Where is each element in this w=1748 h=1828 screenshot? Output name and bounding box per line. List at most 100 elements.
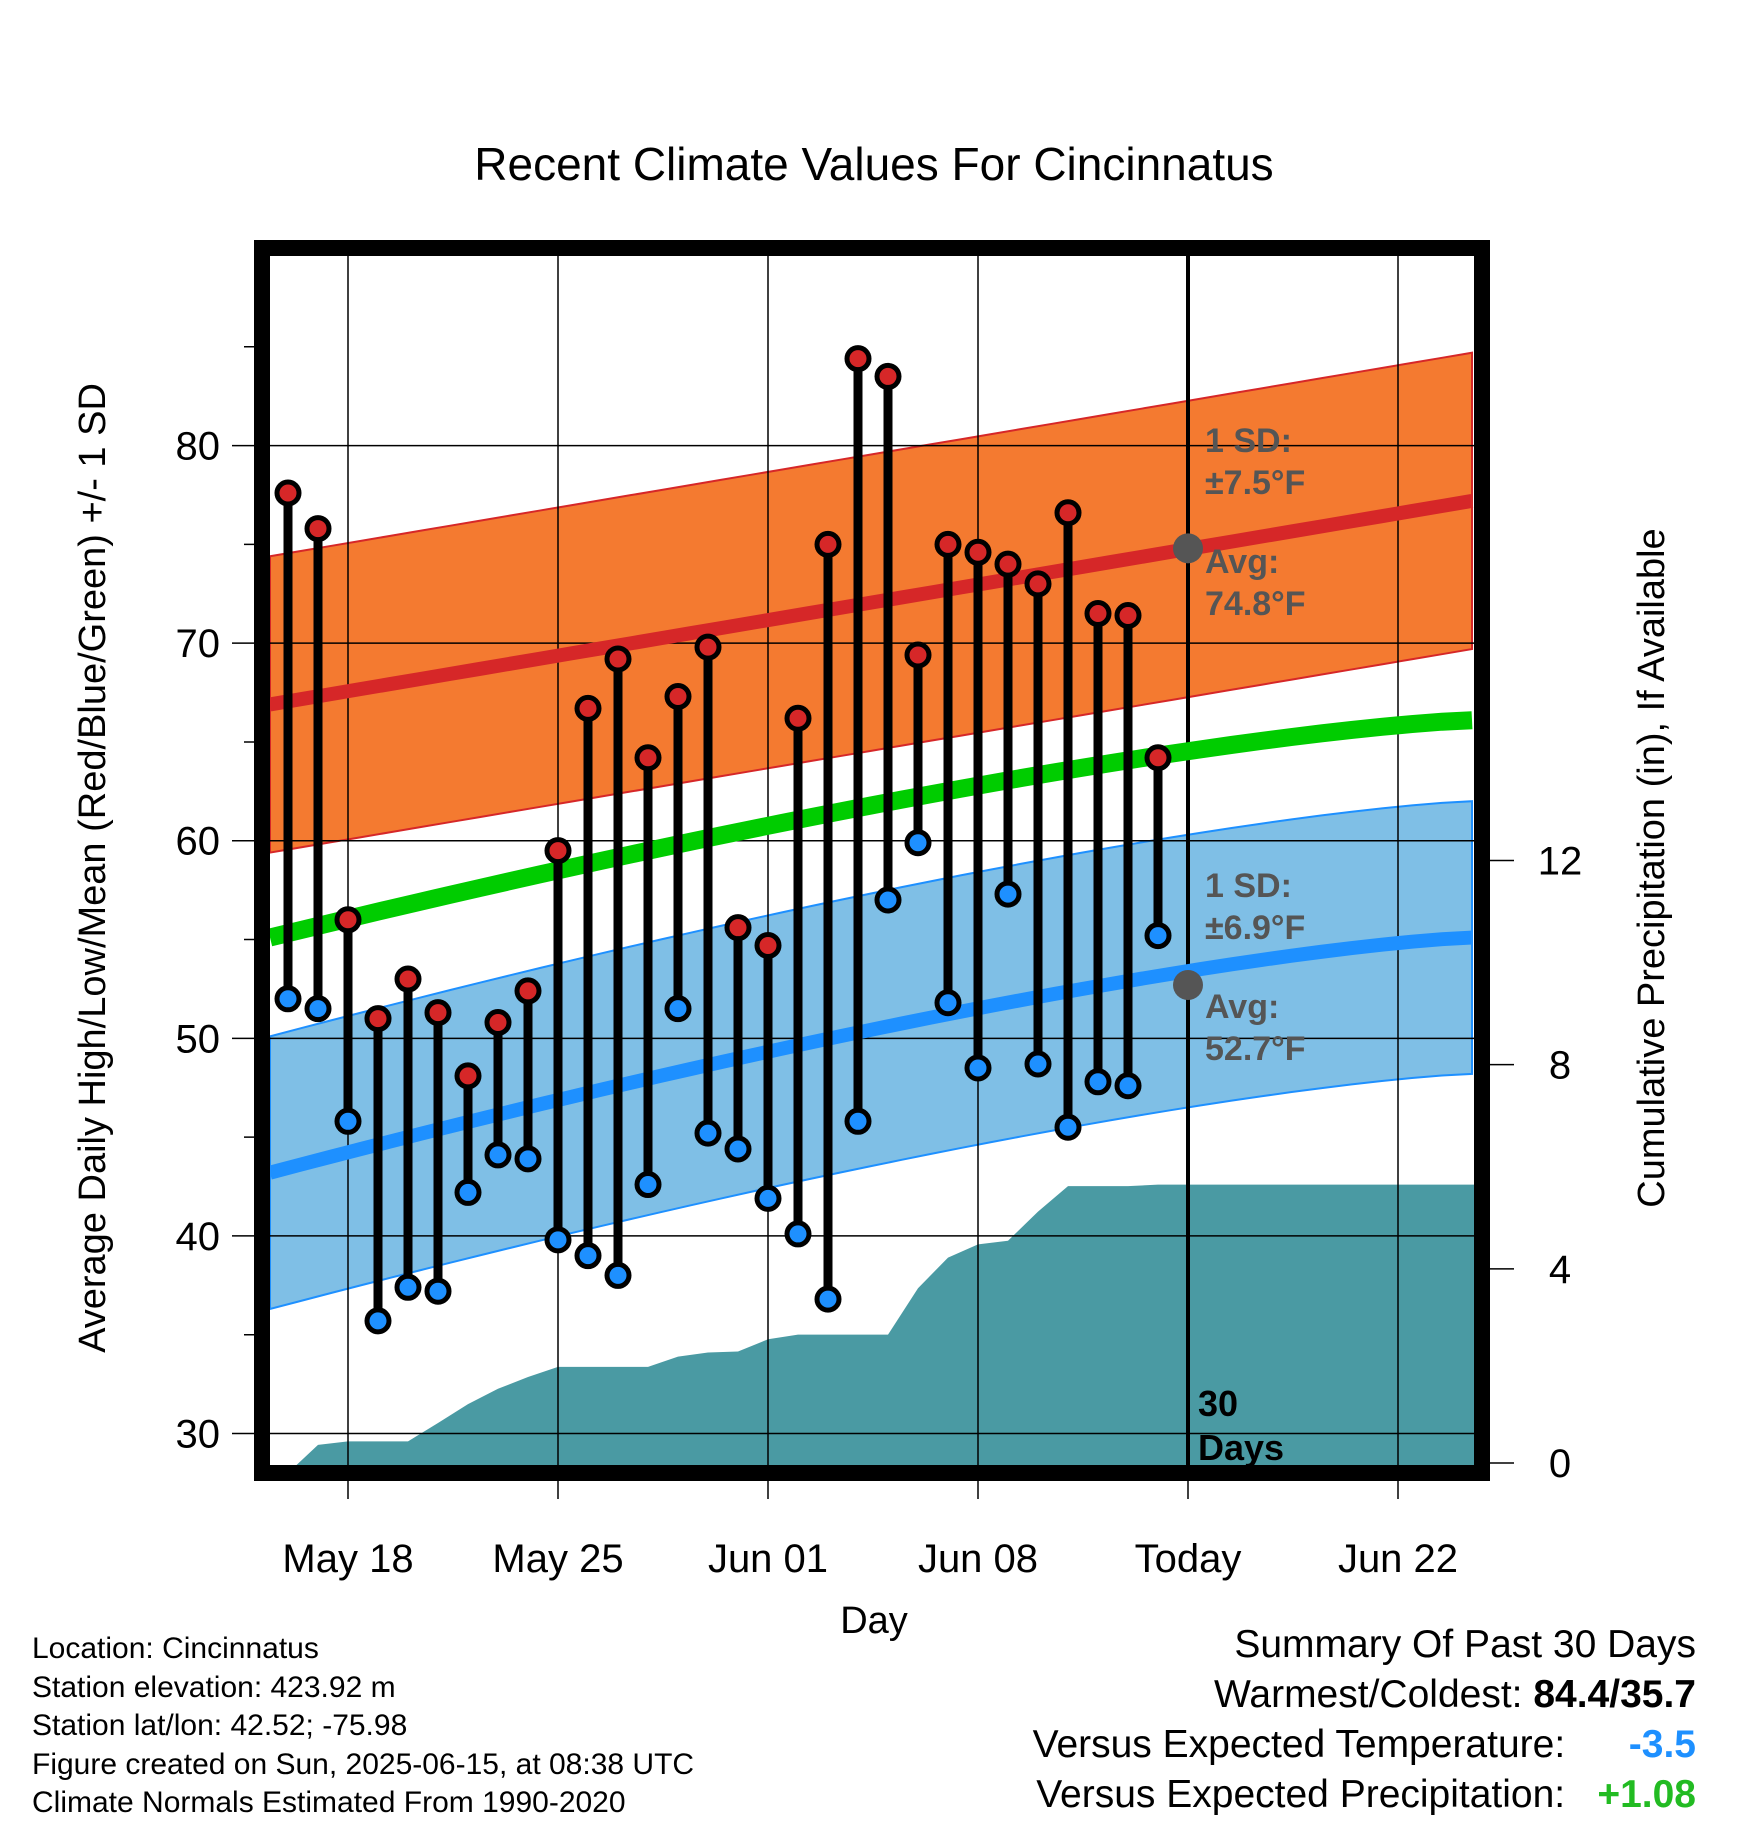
high-temp-point [724, 914, 752, 942]
low-temp-point [1084, 1068, 1112, 1096]
low-temp-point [574, 1242, 602, 1270]
day-mark [574, 694, 602, 1270]
low-temp-point [484, 1141, 512, 1169]
low-temp-point [694, 1119, 722, 1147]
day-mark [544, 837, 572, 1254]
low-temp-point [754, 1184, 782, 1212]
day-mark [454, 1062, 482, 1206]
summary-title: Summary Of Past 30 Days [1234, 1623, 1696, 1666]
period-label-days: Days [1198, 1427, 1284, 1468]
y-tick-label: 40 [176, 1215, 221, 1259]
high-temp-point [1024, 570, 1052, 598]
high-temp-point [934, 530, 962, 558]
low-temp-point [964, 1054, 992, 1082]
day-mark [514, 977, 542, 1173]
high-temp-point [1114, 602, 1142, 629]
y2-tick-label: 8 [1549, 1044, 1571, 1088]
station-info: Location: Cincinnatus Station elevation:… [32, 1630, 694, 1823]
low-temp-point [724, 1135, 752, 1163]
location-text: Location: Cincinnatus [32, 1632, 319, 1665]
high-temp-point [634, 744, 662, 772]
high-temp-point [664, 683, 692, 711]
high-temp-point [604, 645, 632, 673]
high-temp-point [484, 1009, 512, 1037]
high-temp-point [574, 694, 602, 722]
low-temp-point [844, 1107, 872, 1135]
low-temp-point [784, 1220, 812, 1248]
x-tick-label: Jun 22 [1338, 1537, 1458, 1581]
summary-temperature: Versus Expected Temperature: -3.5 [1033, 1720, 1696, 1770]
y-tick-label: 60 [176, 820, 221, 864]
low-temp-point [934, 989, 962, 1017]
high-temp-point [784, 704, 812, 732]
high-temp-point [994, 550, 1022, 578]
day-mark [424, 999, 452, 1305]
today-high-avg-dot [1173, 533, 1203, 564]
x-tick-label: Jun 01 [708, 1537, 828, 1581]
today-low-avg-dot [1173, 969, 1203, 1000]
day-mark [784, 704, 812, 1248]
day-mark [754, 931, 782, 1212]
low-sd-value: ±6.9°F [1205, 909, 1305, 947]
low-temp-point [814, 1285, 842, 1313]
day-mark [304, 515, 332, 1023]
high-temp-point [844, 345, 872, 373]
day-mark [994, 550, 1022, 908]
high-temp-point [424, 999, 452, 1027]
high-temp-point [964, 538, 992, 566]
y-tick-label: 70 [176, 622, 221, 666]
low-temp-point [634, 1171, 662, 1199]
x-tick-label: May 25 [492, 1537, 623, 1581]
high-temp-point [874, 362, 902, 390]
day-mark [1114, 602, 1142, 1100]
high-temp-point [1144, 744, 1172, 772]
day-mark [904, 641, 932, 857]
low-temp-point [424, 1277, 452, 1305]
high-avg-value: 74.8°F [1205, 585, 1306, 623]
x-tick-label: Jun 08 [918, 1537, 1038, 1581]
high-temp-point [274, 479, 302, 507]
warm-cold-value: 84.4/35.7 [1533, 1673, 1696, 1716]
high-temp-point [304, 515, 332, 543]
y-tick-label: 30 [176, 1412, 221, 1456]
precipitation-area [288, 1184, 1482, 1473]
precipitation-fill [288, 1184, 1482, 1473]
summary-warm-cold: Warmest/Coldest: 84.4/35.7 [1033, 1670, 1696, 1720]
low-temp-point [304, 995, 332, 1023]
y-tick-label: 80 [176, 425, 221, 469]
y-tick-label: 50 [176, 1017, 221, 1061]
y2-tick-label: 12 [1538, 840, 1583, 884]
low-temp-point [274, 985, 302, 1013]
high-temp-point [544, 837, 572, 865]
x-tick-label: May 18 [282, 1537, 413, 1581]
y2-tick-label: 4 [1549, 1248, 1571, 1292]
chart-title: Recent Climate Values For Cincinnatus [474, 138, 1273, 190]
low-temp-point [334, 1107, 362, 1135]
day-mark [934, 530, 962, 1017]
high-temp-point [754, 931, 782, 959]
day-mark [334, 906, 362, 1135]
day-mark [664, 683, 692, 1023]
low-temp-point [604, 1261, 632, 1289]
day-mark [1144, 744, 1172, 950]
low-temp-point [1054, 1113, 1082, 1141]
low-temp-point [664, 995, 692, 1023]
x-axis-label: Day [840, 1600, 908, 1642]
day-mark [964, 538, 992, 1082]
high-temp-point [514, 977, 542, 1005]
low-temp-point [1144, 922, 1172, 950]
day-mark [1084, 600, 1112, 1096]
elevation-text: Station elevation: 423.92 m [32, 1670, 396, 1704]
y2-tick-label: 0 [1549, 1442, 1571, 1486]
high-temp-point [1054, 499, 1082, 527]
x-tick-label: Today [1135, 1537, 1242, 1581]
high-avg-label: Avg: [1205, 543, 1279, 581]
summary-panel: Summary Of Past 30 Days Warmest/Coldest:… [1033, 1620, 1696, 1820]
day-mark [724, 914, 752, 1163]
day-mark [634, 744, 662, 1199]
summary-precipitation: Versus Expected Precipitation: +1.08 [1033, 1770, 1696, 1820]
day-mark [484, 1009, 512, 1169]
normal-high-line [268, 494, 1474, 712]
day-mark [844, 345, 872, 1135]
